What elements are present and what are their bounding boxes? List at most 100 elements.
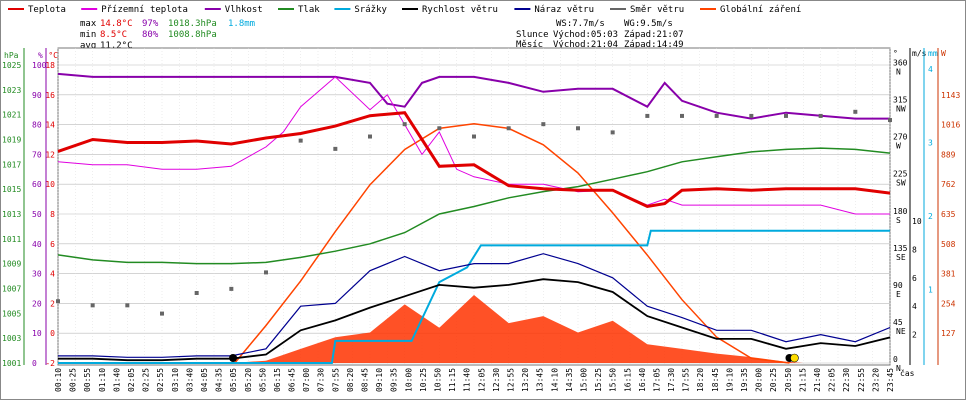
pressure-tick-label: 1011 [2, 235, 21, 244]
winddir-compass-label: W [896, 142, 901, 151]
pressure-tick-label: 1009 [2, 260, 21, 269]
moon-set: Západ:14:49 [624, 40, 684, 50]
stat-max-press: 1018.3hPa [168, 19, 217, 29]
pressure-tick-label: 1013 [2, 210, 21, 219]
solar-unit: W [941, 49, 946, 58]
stat-min-temp: 8.5°C [100, 30, 127, 40]
humidity-tick-label: 0 [32, 359, 37, 368]
x-tick-label: 01:10 [98, 368, 107, 392]
pressure-tick-label: 1025 [2, 61, 21, 70]
x-tick-label: 15:50 [609, 368, 618, 392]
x-tick-label: 12:30 [492, 368, 501, 392]
winddir-tick-label: 0 [893, 355, 898, 364]
legend-label: Tlak [298, 5, 320, 15]
winddir-dot [472, 134, 476, 139]
wind-tick-label: 2 [912, 331, 917, 340]
solar-tick-label: 889 [941, 150, 956, 159]
humidity-tick-label: 20 [32, 299, 42, 308]
x-tick-label: 20:00 [755, 368, 764, 392]
sun-rise: Východ:05:03 [553, 30, 618, 40]
wind-tick-label: 8 [912, 245, 917, 254]
series-temperature [57, 111, 891, 209]
winddir-compass-label: N [896, 68, 901, 77]
wind-tick-label: 10 [912, 217, 922, 226]
temperature-tick-label: 8 [50, 210, 55, 219]
stat-max-temp: 14.8°C [100, 19, 133, 29]
x-tick-label: 19:10 [725, 368, 734, 392]
x-tick-label: 03:10 [171, 368, 180, 392]
x-tick-label: 15:00 [579, 368, 588, 392]
x-tick-label: 17:30 [667, 368, 676, 392]
rain-tick-label: 4 [928, 65, 933, 74]
x-tick-label: 22:55 [857, 368, 866, 392]
x-tick-label: 08:45 [361, 368, 370, 392]
temperature-tick-label: 12 [45, 150, 55, 159]
pressure-tick-label: 1015 [2, 185, 21, 194]
stat-max-hum: 97% [142, 19, 159, 29]
winddir-dot [541, 122, 546, 127]
series-ground-temp [57, 76, 890, 215]
pressure-tick-label: 1023 [2, 86, 21, 95]
stat-min-label: min [80, 30, 96, 40]
humidity-tick-label: 50 [32, 210, 42, 219]
x-tick-label: 07:00 [302, 368, 311, 392]
winddir-tick-label: 360 [893, 59, 908, 68]
solar-tick-label: 127 [941, 329, 956, 338]
x-tick-label: 05:05 [229, 368, 238, 392]
temperature-tick-label: 16 [45, 91, 55, 100]
rain-tick-label: 2 [928, 212, 933, 221]
legend-label: Teplota [28, 5, 66, 15]
winddir-dot [784, 113, 788, 118]
legend-label: Směr větru [630, 5, 684, 15]
winddir-dot [125, 303, 130, 308]
x-tick-label: 11:40 [463, 368, 472, 392]
temperature-tick-label: 18 [45, 61, 55, 70]
winddir-dot [160, 311, 164, 316]
x-tick-label: 22:05 [828, 368, 837, 392]
wind-tick-label: 6 [912, 274, 917, 283]
legend-label: Náraz větru [534, 5, 594, 15]
winddir-dot [264, 270, 268, 275]
x-tick-label: 18:20 [696, 368, 705, 392]
winddir-dot [714, 113, 719, 118]
series-solar-area [58, 295, 890, 363]
x-tick-label: 17:05 [652, 368, 661, 392]
rain-tick-label: 3 [928, 139, 933, 148]
x-tick-label: 14:10 [550, 368, 559, 392]
x-tick-label: 07:30 [317, 368, 326, 392]
winddir-dot [645, 113, 650, 118]
winddir-dot [680, 113, 684, 118]
x-tick-label: 10:00 [404, 368, 413, 392]
winddir-dot [437, 126, 442, 131]
x-tick-label: 00:25 [69, 368, 78, 392]
winddir-tick-label: 45 [893, 318, 903, 327]
x-tick-label: 09:10 [375, 368, 384, 392]
winddir-dot [90, 303, 95, 308]
legend-label: Vlhkost [225, 5, 263, 15]
winddir-dot [610, 130, 615, 135]
winddir-unit: ° [893, 49, 898, 58]
humidity-tick-label: 90 [32, 91, 42, 100]
x-tick-label: 15:25 [594, 368, 603, 392]
x-tick-label: 06:15 [273, 368, 282, 392]
x-tick-label: 13:20 [521, 368, 530, 392]
winddir-tick-label: 180 [893, 207, 908, 216]
x-tick-label: 16:15 [623, 368, 632, 392]
pressure-tick-label: 1007 [2, 284, 21, 293]
x-tick-label: 21:15 [798, 368, 807, 392]
legend-label: Přízemní teplota [101, 5, 188, 15]
humidity-tick-label: 60 [32, 180, 42, 189]
wind-speed-info: WS:7.7m/s [556, 19, 605, 29]
temperature-tick-label: 2 [50, 299, 55, 308]
pressure-tick-label: 1001 [2, 359, 21, 368]
temperature-tick-label: 0 [50, 329, 55, 338]
winddir-tick-label: 225 [893, 170, 908, 179]
winddir-compass-label: N [896, 364, 901, 373]
winddir-dot [368, 134, 372, 139]
x-tick-label: 18:45 [711, 368, 720, 392]
rain-tick-label: 1 [928, 286, 933, 295]
x-tick-label: 22:30 [842, 368, 851, 392]
x-tick-label: 10:25 [419, 368, 428, 392]
rain-unit: mm [928, 49, 938, 58]
stat-avg-temp: 11.2°C [100, 41, 133, 51]
